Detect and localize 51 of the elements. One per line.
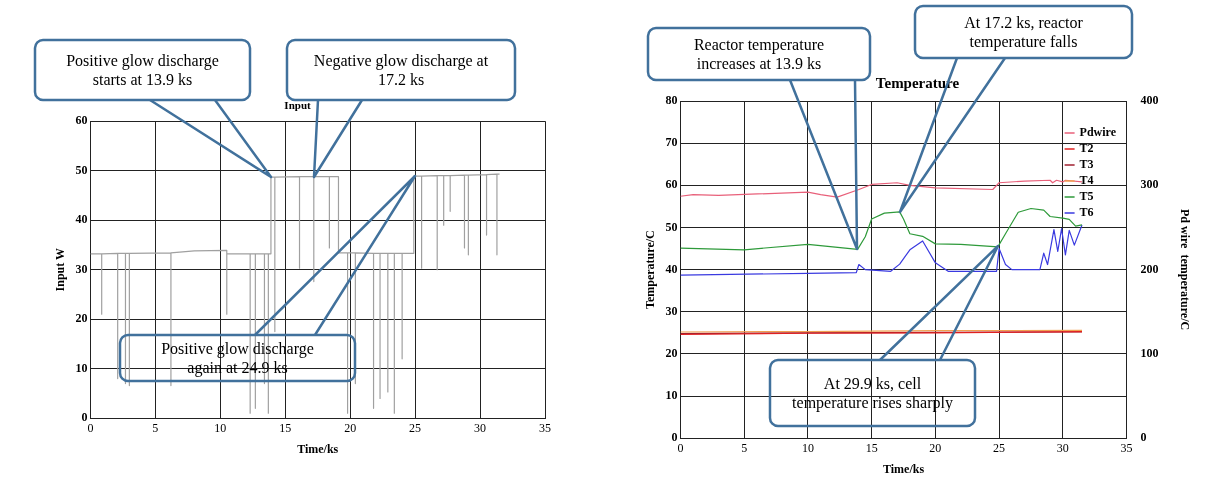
y2-axis-title: Pd wire temperature/C bbox=[1177, 209, 1192, 331]
x-axis-title: Time/ks bbox=[297, 441, 339, 456]
y-tick-label: 10 bbox=[665, 388, 678, 403]
x-tick-label: 5 bbox=[152, 420, 159, 435]
x-tick-label: 20 bbox=[929, 440, 942, 455]
x-tick-label: 5 bbox=[741, 440, 748, 455]
x-tick-label: 35 bbox=[539, 420, 551, 435]
y-tick-label: 60 bbox=[75, 113, 88, 128]
text: Negative glow discharge at 17.2 ks bbox=[312, 51, 490, 90]
y-tick-label: 60 bbox=[665, 177, 678, 192]
y-tick-label: 20 bbox=[665, 345, 678, 360]
y-tick-label: 30 bbox=[665, 303, 678, 318]
x-tick-label: 35 bbox=[1120, 440, 1133, 455]
y-tick-label: 10 bbox=[75, 360, 88, 375]
y-tick-label: 0 bbox=[81, 410, 88, 425]
y-axis-title: Input W bbox=[53, 247, 68, 292]
y-tick-label: 70 bbox=[665, 135, 678, 150]
chart-title: Input bbox=[284, 99, 311, 112]
y-tick-label: 50 bbox=[75, 162, 88, 177]
legend-label: T6 bbox=[1079, 205, 1094, 220]
y-tick-label: 50 bbox=[665, 219, 678, 234]
y-tick-label: 40 bbox=[75, 212, 88, 227]
y-tick-label: 20 bbox=[75, 311, 88, 326]
y2-tick-label: 100 bbox=[1140, 345, 1159, 360]
text: At 17.2 ks, reactor temperature falls bbox=[963, 13, 1084, 53]
y2-tick-label: 0 bbox=[1140, 430, 1147, 445]
x-tick-label: 15 bbox=[865, 440, 878, 455]
legend-label: T4 bbox=[1079, 173, 1094, 188]
x-tick-label: 15 bbox=[279, 420, 292, 435]
x-axis-title: Time/ks bbox=[882, 461, 925, 476]
legend-label: T5 bbox=[1079, 189, 1094, 204]
x-tick-label: 30 bbox=[1056, 440, 1069, 455]
y-tick-label: 0 bbox=[671, 430, 678, 445]
y-tick-label: 30 bbox=[75, 261, 88, 276]
y-axis-title: Temperature/C bbox=[643, 230, 658, 309]
x-tick-label: 10 bbox=[801, 440, 814, 455]
y-tick-label: 80 bbox=[665, 93, 678, 108]
legend-label: Pdwire bbox=[1079, 125, 1117, 140]
x-tick-label: 25 bbox=[993, 440, 1006, 455]
y2-tick-label: 400 bbox=[1140, 93, 1159, 108]
x-tick-label: 10 bbox=[214, 420, 227, 435]
text: Reactor temperature increases at 13.9 ks bbox=[692, 35, 826, 74]
x-tick-label: 25 bbox=[409, 420, 422, 435]
x-tick-label: 20 bbox=[344, 420, 357, 435]
legend-label: T2 bbox=[1079, 141, 1094, 156]
x-tick-label: 30 bbox=[474, 420, 487, 435]
y2-tick-label: 200 bbox=[1140, 261, 1159, 276]
y2-tick-label: 300 bbox=[1140, 177, 1159, 192]
text: Positive glow discharge starts at 13.9 ks bbox=[65, 51, 220, 90]
y-tick-label: 40 bbox=[665, 261, 678, 276]
legend-label: T3 bbox=[1079, 157, 1094, 172]
